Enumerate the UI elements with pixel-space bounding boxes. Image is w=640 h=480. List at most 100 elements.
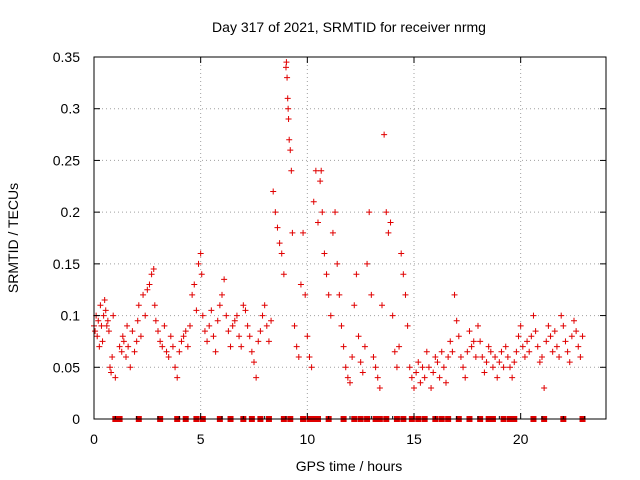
data-point [261,302,268,309]
data-point [283,64,289,71]
data-point [199,312,206,319]
y-tick-label: 0.15 [53,256,80,272]
data-point [300,229,307,236]
data-point [291,322,298,329]
data-point [306,353,313,360]
data-point [161,322,168,329]
data-point [198,271,205,278]
data-point [92,328,99,335]
data-point [353,271,360,278]
data-point [182,328,189,335]
data-point [464,348,471,355]
data-point [191,281,198,288]
data-point [385,229,392,236]
data-point [489,364,496,371]
data-point [532,328,539,335]
data-point [479,353,486,360]
data-point [526,348,533,355]
data-point [216,302,223,309]
data-point [551,328,558,335]
data-point [434,359,441,366]
data-point [319,209,326,216]
data-point [134,317,141,324]
data-point [334,260,341,267]
data-point [519,343,526,350]
data-point [425,364,432,371]
data-point [481,369,488,376]
data-point [396,343,403,350]
data-point [513,348,520,355]
grid-lines [94,57,606,419]
y-tick-label: 0.1 [61,308,81,324]
data-point [184,343,191,350]
data-point [155,328,161,335]
data-point [201,328,208,335]
y-axis-label: SRMTID / TECUs [5,183,21,293]
data-point [402,291,409,298]
data-point [97,302,104,309]
data-point [391,348,398,355]
x-tick-label: 5 [197,431,205,447]
data-point [287,147,294,154]
chart-title: Day 317 of 2021, SRMTID for receiver nrm… [212,19,486,35]
data-point [265,338,272,345]
data-point [515,333,522,340]
data-point [251,359,257,366]
data-point [387,219,394,226]
data-point [355,333,362,340]
data-point [432,353,439,360]
data-point [263,322,270,329]
data-point [406,364,413,371]
data-point [325,291,332,298]
data-point [370,353,377,360]
data-point [498,348,505,355]
data-point [468,343,475,350]
data-point [219,291,225,298]
data-point [445,353,452,360]
data-point [236,333,243,340]
data-point [455,333,462,340]
data-point [253,374,260,381]
data-point [174,374,181,381]
data-point [284,95,291,102]
data-point [187,322,193,329]
data-point [244,322,251,329]
data-point [195,260,202,267]
y-tick-label: 0 [72,411,80,427]
data-point [318,167,325,174]
data-point [408,374,415,381]
data-point [340,343,347,350]
data-point [315,219,321,226]
data-point [98,322,105,329]
data-point [389,312,396,319]
data-point [178,338,185,345]
data-point [492,353,499,360]
data-point [246,333,253,340]
data-point [487,348,494,355]
data-point [142,312,149,319]
data-point [528,333,535,340]
data-point [556,353,563,360]
data-point [562,338,569,345]
data-point [268,317,275,324]
data-point [214,317,221,324]
data-point [120,338,127,345]
data-point [470,338,477,345]
data-point [524,338,531,345]
data-point [496,359,503,366]
data-point [167,333,174,340]
data-point [146,281,153,288]
data-point [338,322,345,329]
data-point [423,348,430,355]
x-axis-label: GPS time / hours [296,458,403,474]
data-point [379,302,385,309]
data-point [163,348,170,355]
data-point [151,302,158,309]
data-point [197,250,204,257]
data-point [140,291,147,298]
data-point [107,364,113,371]
data-point [504,353,511,360]
data-point [536,359,543,366]
data-point [124,322,131,329]
